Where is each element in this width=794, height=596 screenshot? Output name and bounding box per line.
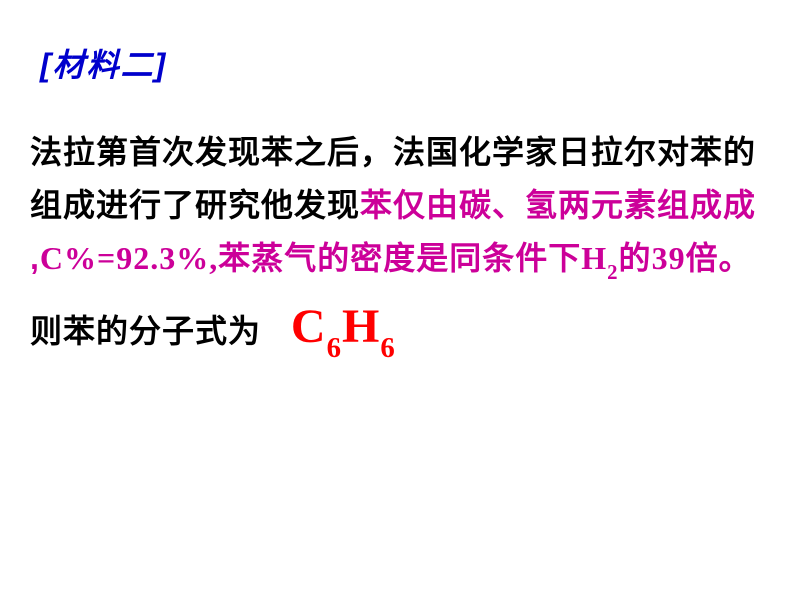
highlight-text-2: 苯蒸气的密度是同条件下 xyxy=(218,240,581,276)
highlight-text-3: 的 xyxy=(619,240,652,276)
conclusion-text: 则苯的分子式为 xyxy=(30,313,261,349)
formula-c: C xyxy=(291,300,327,353)
h-symbol: H xyxy=(581,240,607,276)
number-39: 39 xyxy=(652,240,686,276)
formula-h-sub: 6 xyxy=(380,332,395,364)
formula-h: H xyxy=(342,300,380,353)
material-heading: [材料二] xyxy=(40,40,764,86)
chemical-formula: C6H6 xyxy=(291,300,396,353)
highlight-text-4: 倍。 xyxy=(686,240,752,276)
formula-c-sub: 6 xyxy=(327,332,342,364)
percent-text: C%=92.3%, xyxy=(40,240,218,276)
h-subscript: 2 xyxy=(607,261,618,284)
paragraph-body: 法拉第首次发现苯之后，法国化学家日拉尔对苯的组成进行了研究他发现苯仅由碳、氢两元… xyxy=(30,126,764,368)
